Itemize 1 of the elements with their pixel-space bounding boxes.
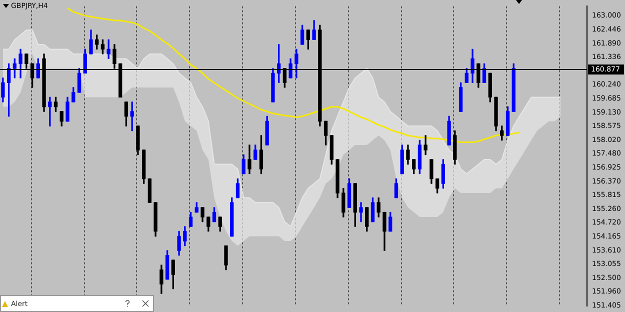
candlestick	[130, 102, 134, 132]
